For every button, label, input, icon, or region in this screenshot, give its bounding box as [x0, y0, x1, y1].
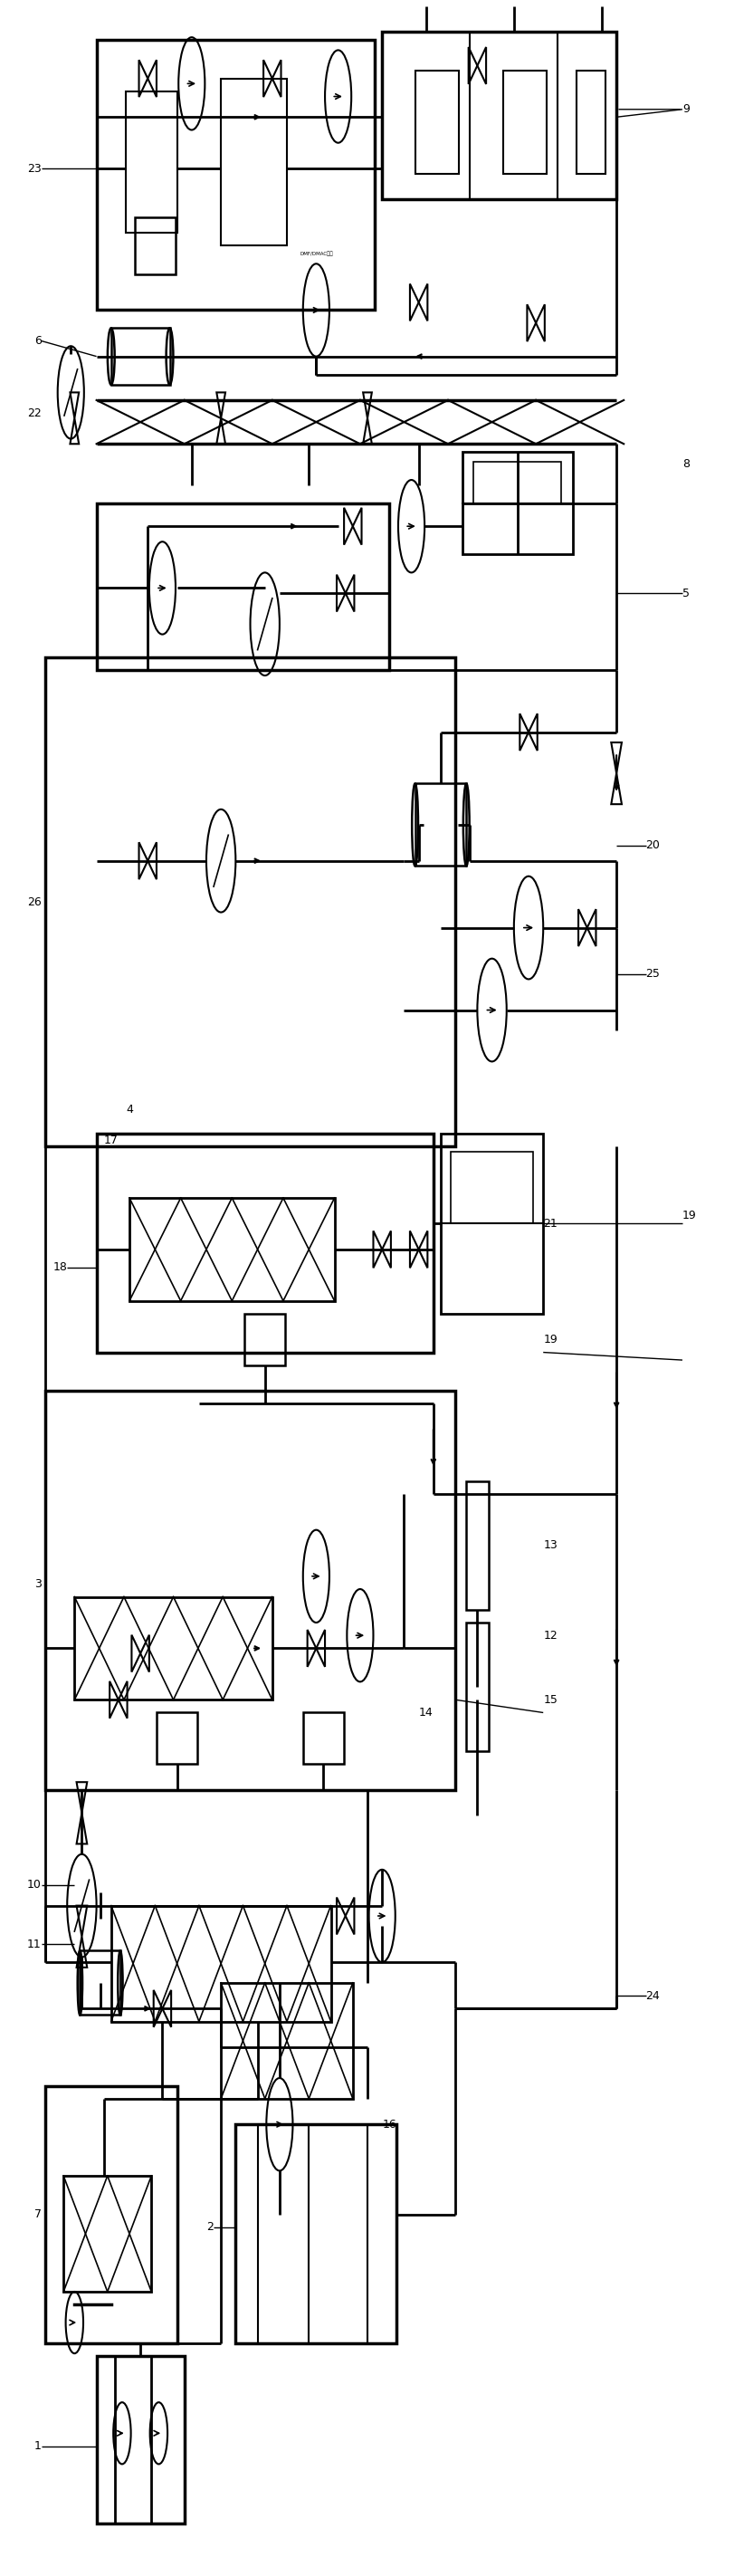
Text: 7: 7	[34, 2208, 42, 2221]
Bar	[462, 451, 572, 554]
Bar	[96, 502, 389, 670]
Bar	[74, 1597, 272, 1700]
Text: 18: 18	[53, 1262, 67, 1273]
Text: 1: 1	[34, 2439, 42, 2452]
Bar	[63, 2177, 151, 2293]
Text: 26: 26	[27, 896, 42, 907]
Text: 17: 17	[103, 1133, 118, 1146]
Bar	[96, 39, 374, 309]
Bar	[221, 77, 286, 245]
Bar	[451, 1151, 532, 1224]
Text: 15: 15	[542, 1695, 557, 1705]
Bar	[466, 1481, 487, 1610]
Bar	[575, 70, 605, 173]
Bar	[46, 2087, 177, 2344]
Text: 13: 13	[542, 1540, 557, 1551]
Text: 10: 10	[27, 1878, 42, 1891]
Bar	[382, 31, 616, 198]
Bar	[96, 2357, 184, 2524]
Bar	[129, 1198, 334, 1301]
Bar	[156, 1713, 197, 1765]
Bar	[303, 1713, 344, 1765]
Text: 24: 24	[645, 1989, 659, 2002]
Bar	[221, 1984, 352, 2099]
Bar	[466, 1623, 487, 1752]
Text: 8: 8	[682, 459, 688, 471]
Bar	[440, 1133, 542, 1314]
Text: 20: 20	[645, 840, 659, 850]
Bar	[111, 327, 170, 384]
Text: 22: 22	[27, 407, 42, 420]
Bar	[80, 1950, 120, 2014]
Bar	[415, 783, 466, 866]
Text: 16: 16	[382, 2117, 396, 2130]
Text: 11: 11	[27, 1937, 42, 1950]
Text: 19: 19	[682, 1211, 696, 1221]
Text: 23: 23	[27, 162, 42, 175]
Text: 4: 4	[126, 1103, 133, 1115]
Bar	[135, 216, 175, 273]
Text: 3: 3	[34, 1579, 42, 1589]
Bar	[126, 90, 177, 232]
Text: 9: 9	[682, 103, 688, 116]
Text: DMF/DMAC成品: DMF/DMAC成品	[299, 250, 333, 255]
Text: 5: 5	[682, 587, 688, 600]
Text: 25: 25	[645, 969, 659, 979]
Text: 21: 21	[542, 1218, 557, 1229]
Bar	[46, 1391, 455, 1790]
Bar	[415, 70, 459, 173]
Text: 14: 14	[418, 1708, 432, 1718]
Text: 6: 6	[34, 335, 42, 348]
Bar	[236, 2125, 396, 2344]
Text: 12: 12	[542, 1631, 557, 1641]
Bar	[244, 1314, 285, 1365]
Text: 2: 2	[206, 2221, 214, 2233]
Bar	[96, 1133, 433, 1352]
Text: 19: 19	[542, 1334, 557, 1345]
Bar	[46, 657, 455, 1146]
Bar	[473, 461, 561, 502]
Bar	[111, 1906, 330, 2022]
Bar	[502, 70, 546, 173]
